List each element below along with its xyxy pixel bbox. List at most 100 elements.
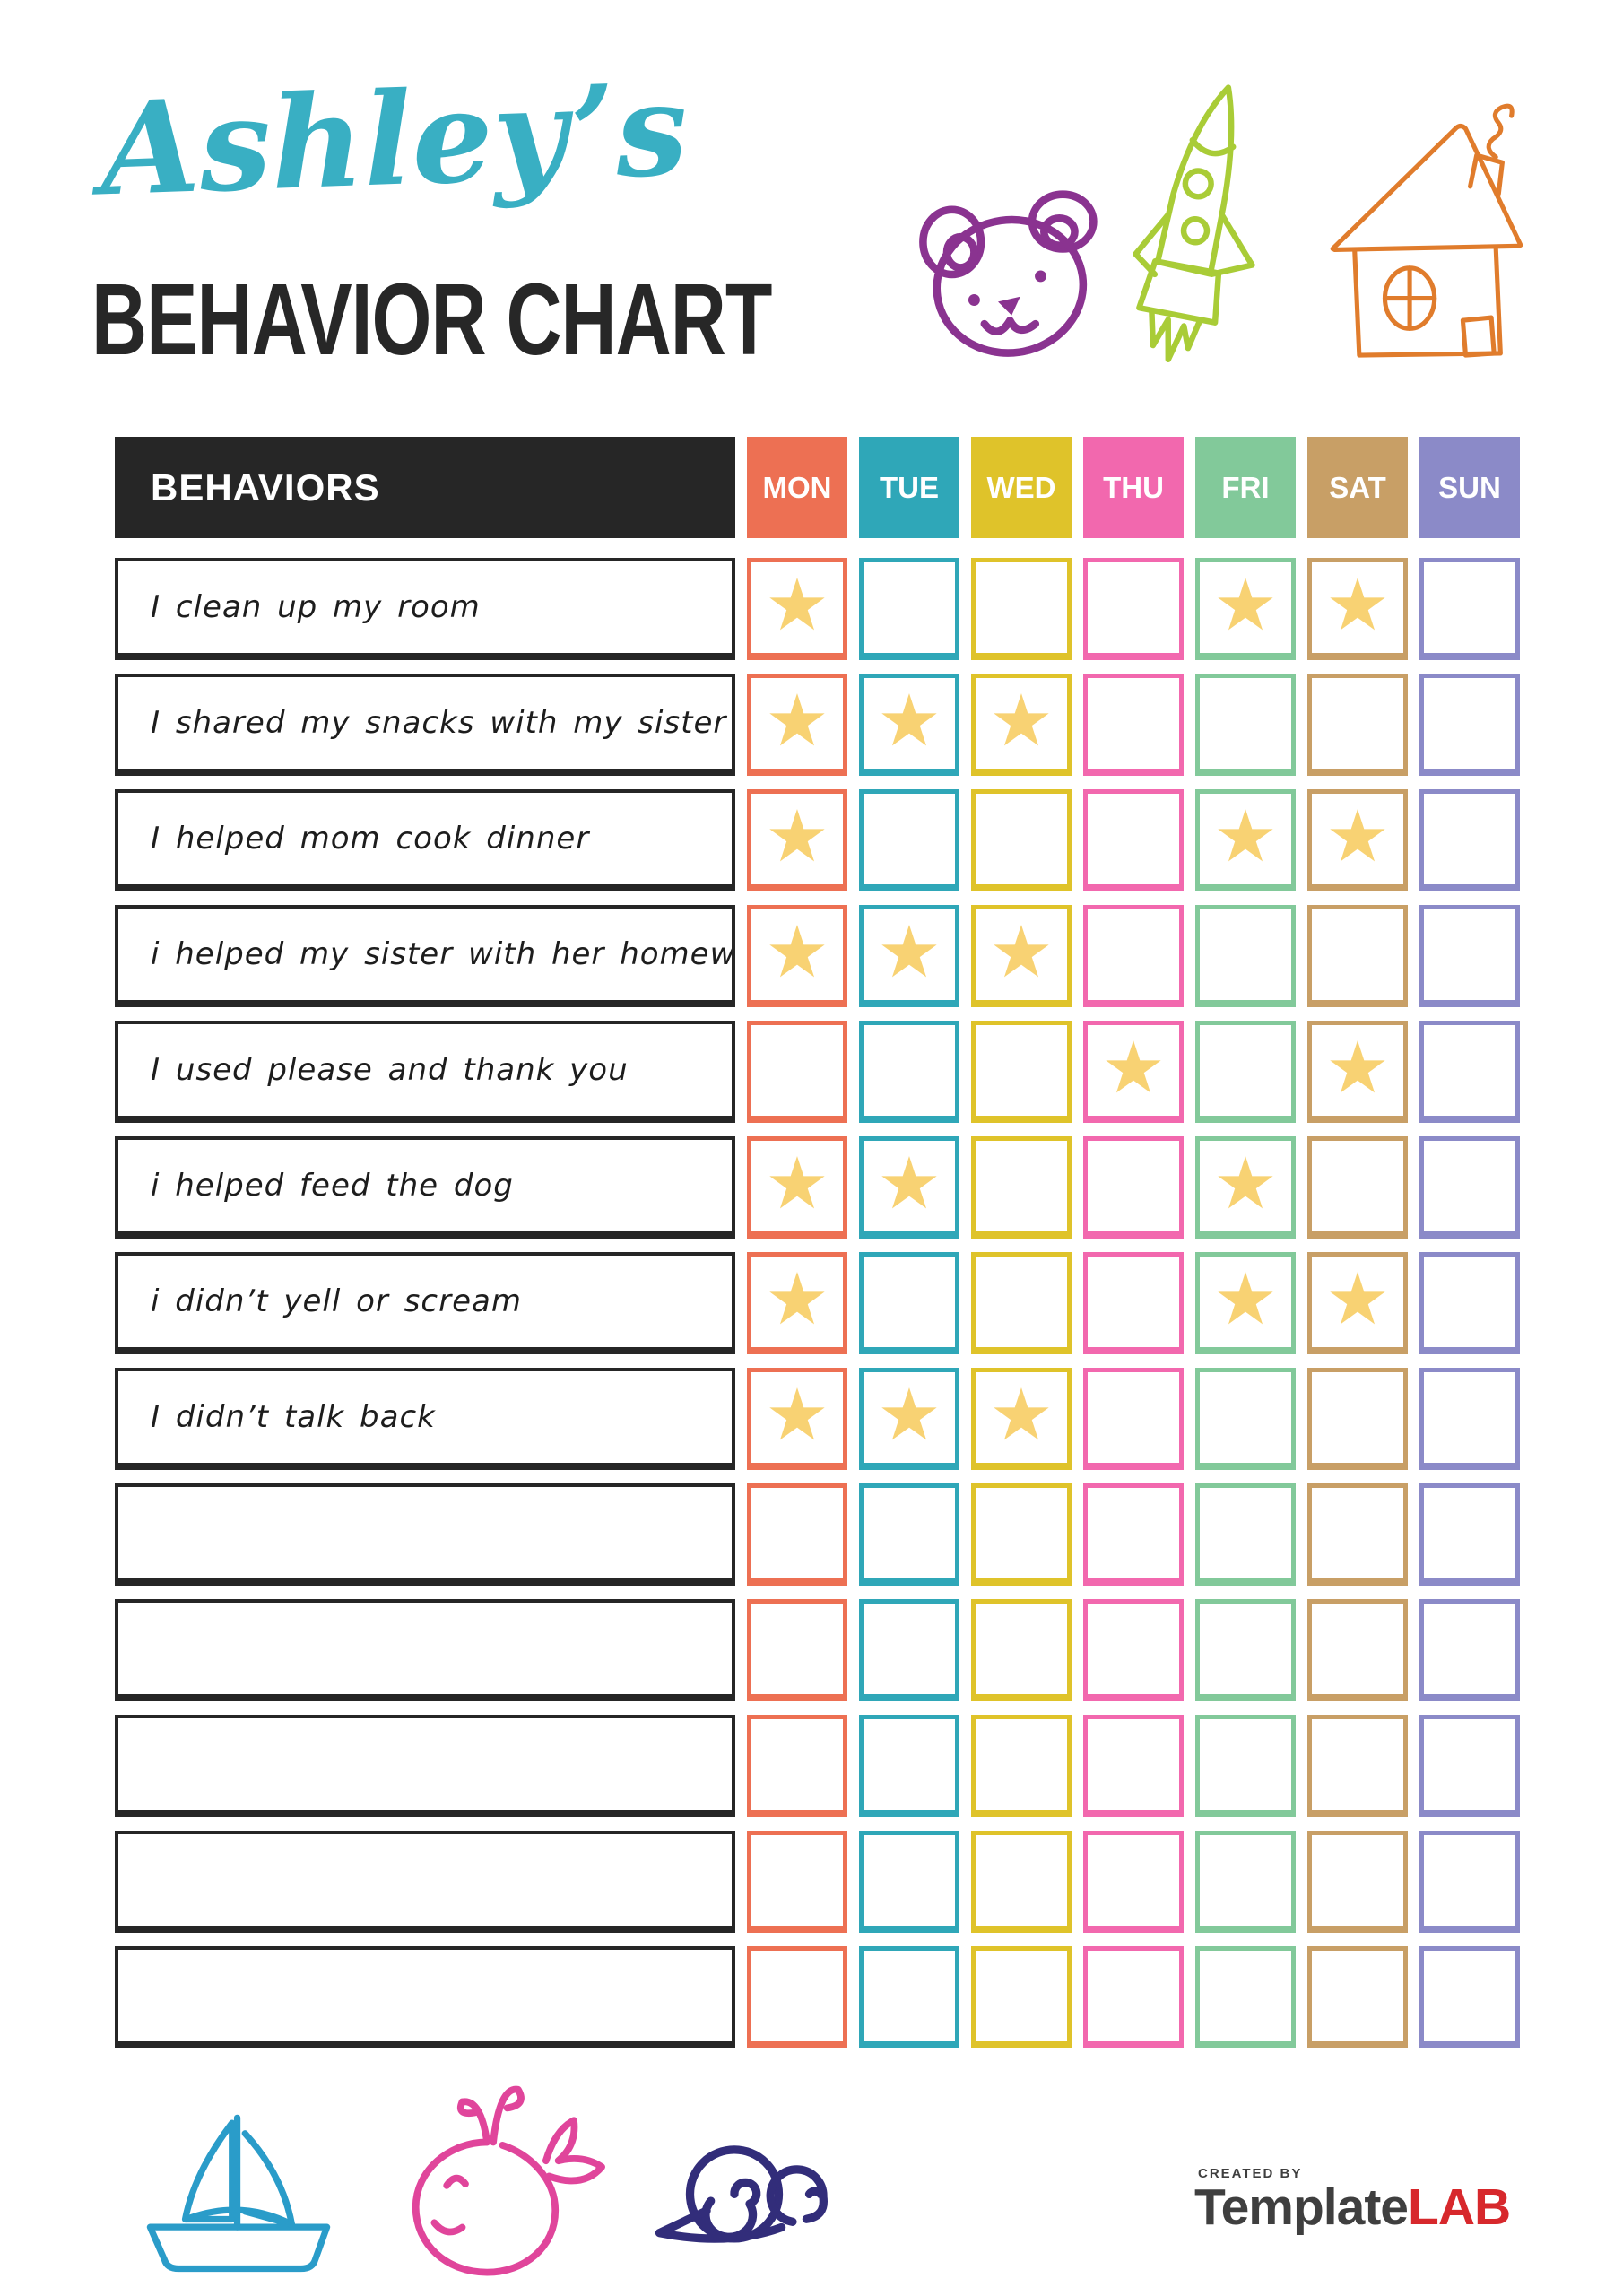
day-cell-thu[interactable]	[1083, 1136, 1184, 1239]
day-cell-thu[interactable]	[1083, 1252, 1184, 1354]
day-cell-tue[interactable]	[859, 1483, 959, 1586]
day-cell-sat[interactable]: ★	[1307, 1252, 1408, 1354]
day-cell-wed[interactable]: ★	[971, 674, 1072, 776]
day-cell-wed[interactable]: ★	[971, 1368, 1072, 1470]
day-cell-sun[interactable]	[1419, 1483, 1520, 1586]
day-cell-sun[interactable]	[1419, 1136, 1520, 1239]
day-cell-wed[interactable]	[971, 1599, 1072, 1701]
behavior-label[interactable]: i helped my sister with her homework	[115, 905, 735, 1007]
day-cell-sun[interactable]	[1419, 1252, 1520, 1354]
day-cell-wed[interactable]	[971, 1136, 1072, 1239]
day-cell-mon[interactable]: ★	[747, 1136, 847, 1239]
day-cell-mon[interactable]	[747, 1599, 847, 1701]
day-cell-tue[interactable]: ★	[859, 1136, 959, 1239]
day-cell-tue[interactable]	[859, 1831, 959, 1933]
day-cell-sat[interactable]	[1307, 1831, 1408, 1933]
day-cell-fri[interactable]	[1195, 1483, 1296, 1586]
behavior-label[interactable]: I helped mom cook dinner	[115, 789, 735, 891]
day-cell-fri[interactable]	[1195, 1599, 1296, 1701]
day-cell-sun[interactable]	[1419, 789, 1520, 891]
day-cell-fri[interactable]	[1195, 1831, 1296, 1933]
day-cell-sat[interactable]	[1307, 1136, 1408, 1239]
day-cell-wed[interactable]	[971, 1252, 1072, 1354]
day-cell-sat[interactable]	[1307, 1946, 1408, 2048]
day-cell-sat[interactable]	[1307, 905, 1408, 1007]
day-cell-fri[interactable]	[1195, 1715, 1296, 1817]
day-cell-mon[interactable]: ★	[747, 789, 847, 891]
behavior-label[interactable]	[115, 1715, 735, 1817]
day-cell-fri[interactable]: ★	[1195, 789, 1296, 891]
day-cell-fri[interactable]	[1195, 1021, 1296, 1123]
day-cell-sat[interactable]	[1307, 1483, 1408, 1586]
day-cell-tue[interactable]	[859, 558, 959, 660]
behavior-label[interactable]: I shared my snacks with my sister	[115, 674, 735, 776]
day-cell-tue[interactable]: ★	[859, 905, 959, 1007]
day-cell-mon[interactable]	[747, 1483, 847, 1586]
day-cell-mon[interactable]: ★	[747, 1252, 847, 1354]
day-cell-thu[interactable]	[1083, 905, 1184, 1007]
day-cell-sun[interactable]	[1419, 674, 1520, 776]
day-cell-wed[interactable]	[971, 1831, 1072, 1933]
day-cell-tue[interactable]	[859, 789, 959, 891]
behavior-label[interactable]: I used please and thank you	[115, 1021, 735, 1123]
day-cell-sat[interactable]	[1307, 1368, 1408, 1470]
day-cell-tue[interactable]: ★	[859, 1368, 959, 1470]
day-cell-wed[interactable]: ★	[971, 905, 1072, 1007]
day-cell-fri[interactable]: ★	[1195, 1136, 1296, 1239]
day-cell-thu[interactable]	[1083, 789, 1184, 891]
day-cell-wed[interactable]	[971, 558, 1072, 660]
day-cell-sat[interactable]	[1307, 1715, 1408, 1817]
day-cell-sun[interactable]	[1419, 1831, 1520, 1933]
day-cell-tue[interactable]	[859, 1252, 959, 1354]
day-cell-sun[interactable]	[1419, 558, 1520, 660]
behavior-label[interactable]	[115, 1831, 735, 1933]
day-cell-sat[interactable]: ★	[1307, 789, 1408, 891]
day-cell-sun[interactable]	[1419, 1946, 1520, 2048]
day-cell-sun[interactable]	[1419, 1715, 1520, 1817]
day-cell-fri[interactable]	[1195, 905, 1296, 1007]
day-cell-sat[interactable]: ★	[1307, 558, 1408, 660]
day-cell-thu[interactable]	[1083, 1599, 1184, 1701]
behavior-label[interactable]: I clean up my room	[115, 558, 735, 660]
day-cell-tue[interactable]	[859, 1715, 959, 1817]
day-cell-fri[interactable]: ★	[1195, 1252, 1296, 1354]
day-cell-wed[interactable]	[971, 789, 1072, 891]
day-cell-fri[interactable]	[1195, 1946, 1296, 2048]
day-cell-fri[interactable]	[1195, 1368, 1296, 1470]
day-cell-mon[interactable]: ★	[747, 905, 847, 1007]
day-cell-sat[interactable]	[1307, 1599, 1408, 1701]
behavior-label[interactable]	[115, 1946, 735, 2048]
behavior-label[interactable]: I didn’t talk back	[115, 1368, 735, 1470]
day-cell-wed[interactable]	[971, 1483, 1072, 1586]
day-cell-thu[interactable]	[1083, 1483, 1184, 1586]
behavior-label[interactable]: i didn’t yell or scream	[115, 1252, 735, 1354]
behavior-label[interactable]: i helped feed the dog	[115, 1136, 735, 1239]
day-cell-thu[interactable]	[1083, 1946, 1184, 2048]
day-cell-sun[interactable]	[1419, 1599, 1520, 1701]
day-cell-thu[interactable]	[1083, 1831, 1184, 1933]
day-cell-thu[interactable]	[1083, 674, 1184, 776]
day-cell-wed[interactable]	[971, 1946, 1072, 2048]
day-cell-tue[interactable]: ★	[859, 674, 959, 776]
day-cell-tue[interactable]	[859, 1946, 959, 2048]
day-cell-sat[interactable]	[1307, 674, 1408, 776]
day-cell-mon[interactable]	[747, 1831, 847, 1933]
day-cell-tue[interactable]	[859, 1599, 959, 1701]
behavior-label[interactable]	[115, 1483, 735, 1586]
day-cell-mon[interactable]	[747, 1715, 847, 1817]
day-cell-mon[interactable]: ★	[747, 558, 847, 660]
day-cell-thu[interactable]	[1083, 1368, 1184, 1470]
day-cell-mon[interactable]	[747, 1946, 847, 2048]
day-cell-sun[interactable]	[1419, 905, 1520, 1007]
day-cell-fri[interactable]: ★	[1195, 558, 1296, 660]
day-cell-tue[interactable]	[859, 1021, 959, 1123]
day-cell-thu[interactable]	[1083, 558, 1184, 660]
behavior-label[interactable]	[115, 1599, 735, 1701]
day-cell-wed[interactable]	[971, 1021, 1072, 1123]
day-cell-sat[interactable]: ★	[1307, 1021, 1408, 1123]
day-cell-mon[interactable]	[747, 1021, 847, 1123]
day-cell-mon[interactable]: ★	[747, 674, 847, 776]
day-cell-fri[interactable]	[1195, 674, 1296, 776]
day-cell-mon[interactable]: ★	[747, 1368, 847, 1470]
day-cell-thu[interactable]	[1083, 1715, 1184, 1817]
